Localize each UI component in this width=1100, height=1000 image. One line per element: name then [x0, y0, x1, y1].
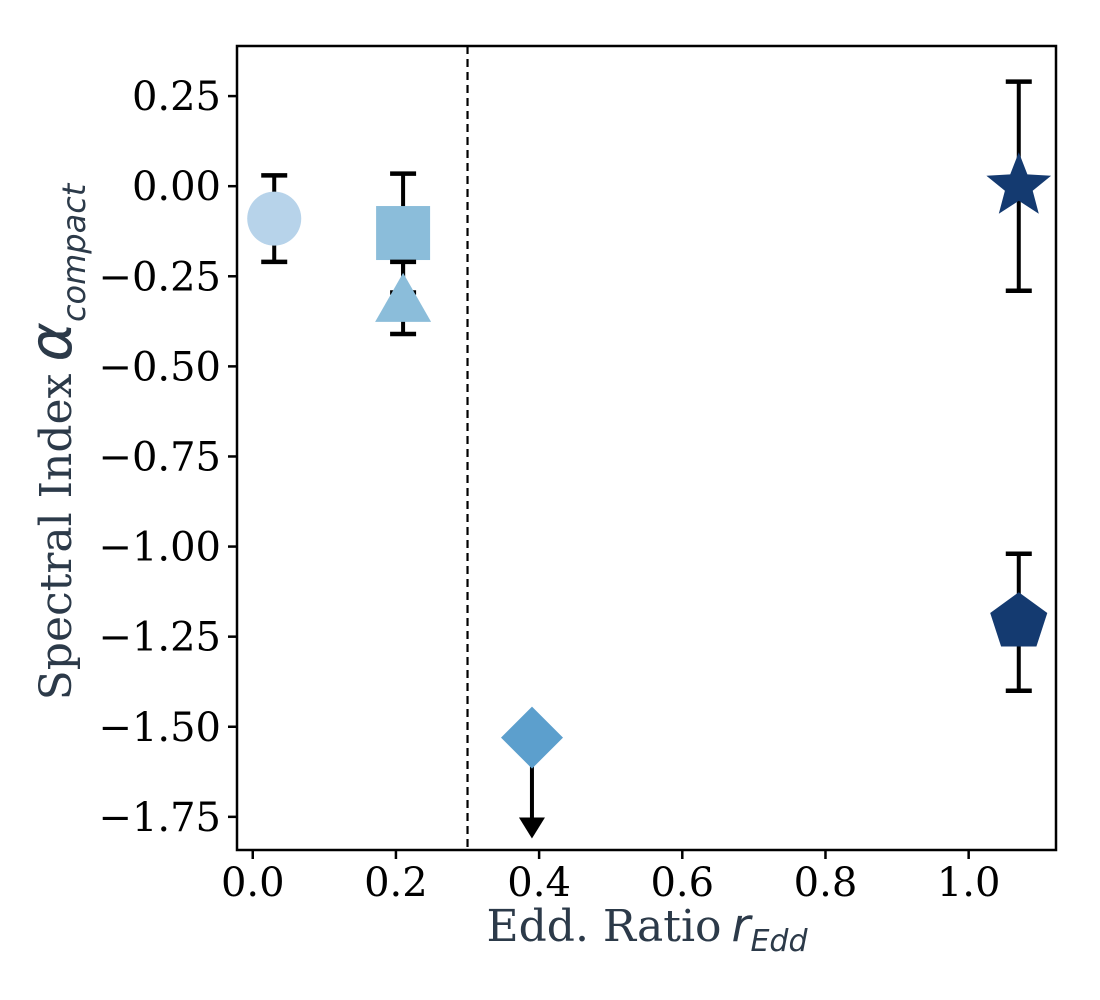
square-point-marker: [376, 206, 431, 261]
diamond-point-upper-limit-arrow-head: [518, 817, 545, 839]
y-tick-label: −1.50: [98, 705, 221, 751]
pentagon-point-marker: [990, 592, 1048, 647]
y-tick-label: −1.25: [98, 615, 221, 661]
x-tick-label: 0.8: [794, 860, 858, 906]
y-tick-label: 0.25: [132, 74, 221, 120]
circle-point-marker: [247, 191, 302, 246]
x-tick-label: 1.0: [937, 860, 1001, 906]
y-axis-label-symbol: α: [16, 322, 86, 362]
triangle-point-marker: [375, 272, 432, 322]
x-tick-label: 0.4: [507, 860, 571, 906]
x-axis-label-text: Edd. Ratio: [486, 901, 722, 952]
plot-frame: [235, 44, 1058, 852]
x-axis-label: Edd. Ratio rEdd: [486, 901, 807, 959]
x-tick-label: 0.0: [221, 860, 285, 906]
y-tick-label: 0.00: [132, 164, 221, 210]
x-axis-label-symbol: r: [731, 898, 751, 952]
x-tick-label: 0.2: [364, 860, 428, 906]
y-tick-label: −1.75: [98, 795, 221, 841]
diamond-point-marker: [501, 706, 563, 769]
y-axis-label-text: Spectral Index: [31, 373, 82, 701]
y-tick-label: −1.00: [98, 525, 221, 571]
y-axis-label: Spectral Index αcompact: [16, 183, 93, 701]
star-point-marker: [986, 152, 1052, 214]
y-tick-label: −0.75: [98, 434, 221, 480]
y-tick-label: −0.50: [98, 344, 221, 390]
x-axis-label-subscript: Edd: [750, 924, 808, 959]
y-axis-label-subscript: compact: [55, 183, 93, 323]
x-tick-label: 0.6: [650, 860, 714, 906]
y-tick-label: −0.25: [98, 254, 221, 300]
